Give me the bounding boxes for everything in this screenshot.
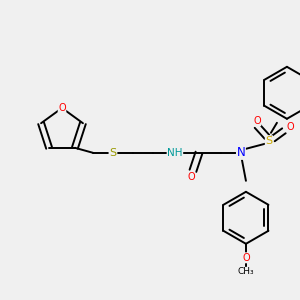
Text: O: O (58, 103, 66, 113)
Text: O: O (286, 122, 294, 132)
Text: O: O (187, 172, 195, 182)
Text: NH: NH (167, 148, 183, 158)
Text: S: S (266, 136, 272, 146)
Text: CH₃: CH₃ (238, 267, 254, 276)
Text: S: S (110, 148, 116, 158)
Text: N: N (237, 146, 245, 159)
Text: O: O (253, 116, 261, 126)
Text: O: O (242, 253, 250, 263)
